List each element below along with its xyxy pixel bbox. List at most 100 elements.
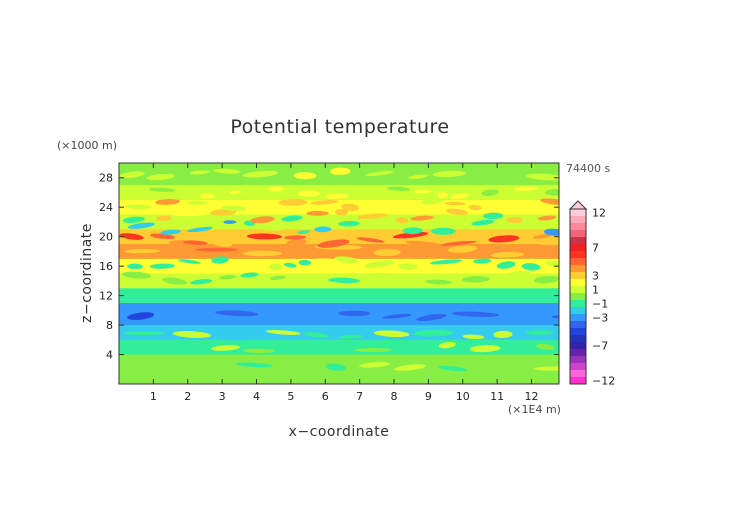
anomaly-103: [162, 277, 187, 285]
anomaly-166: [213, 168, 241, 174]
anomaly-165: [189, 170, 210, 175]
anomaly-44: [306, 210, 329, 216]
anomaly-167: [242, 170, 279, 178]
anomaly-126: [551, 315, 559, 319]
anomaly-169: [329, 167, 351, 175]
anomaly-88: [211, 256, 229, 264]
colorbar-label-−1: −1: [592, 298, 608, 311]
anomaly-74: [268, 186, 285, 192]
anomaly-3: [242, 250, 283, 257]
anomaly-29: [297, 230, 310, 235]
x-tick-label-4: 4: [253, 390, 260, 403]
x-axis: 1 2 3 4 5 6 7 8 9 10 11 12: [150, 163, 539, 403]
anomaly-150: [509, 346, 530, 354]
anomaly-67: [540, 198, 559, 205]
colorbar-swatch-6: [570, 251, 586, 259]
colorbar-label-−7: −7: [592, 340, 608, 353]
anomaly-91: [283, 262, 297, 268]
anomaly-161: [475, 360, 520, 370]
anomaly-78: [386, 186, 411, 191]
band-5: [119, 288, 559, 303]
band-8: [119, 244, 559, 259]
colorbar-swatch-3: [570, 272, 586, 280]
anomaly-98: [473, 258, 492, 264]
colorbar-swatch--12: [570, 377, 586, 385]
y-tick-label-20: 20: [99, 231, 113, 244]
colorbar-swatch-2: [570, 279, 586, 287]
anomaly-124: [451, 311, 500, 317]
temperature-anomalies: [119, 167, 559, 373]
anomaly-130: [265, 330, 301, 335]
anomaly-22: [532, 234, 552, 239]
anomaly-152: [119, 362, 151, 369]
anomaly-13: [182, 240, 208, 245]
anomaly-38: [122, 216, 145, 223]
anomaly-66: [496, 205, 525, 211]
anomaly-42: [250, 216, 275, 224]
anomaly-131: [303, 332, 329, 338]
anomaly-81: [449, 193, 469, 200]
y-axis-label: z−coordinate: [79, 223, 95, 323]
anomaly-148: [438, 341, 456, 349]
anomaly-132: [338, 334, 364, 339]
colorbar-swatch--1: [570, 300, 586, 308]
anomaly-25: [186, 226, 213, 233]
anomaly-112: [425, 279, 453, 285]
anomaly-113: [461, 276, 490, 283]
anomaly-10: [536, 240, 559, 246]
anomaly-17: [317, 239, 350, 248]
anomaly-28: [261, 224, 291, 231]
anomaly-107: [269, 275, 286, 280]
anomaly-75: [298, 190, 320, 197]
anomaly-142: [210, 345, 241, 351]
anomaly-100: [521, 263, 541, 271]
anomaly-122: [382, 313, 412, 319]
anomaly-6: [373, 248, 401, 257]
anomaly-121: [338, 310, 371, 317]
anomaly-57: [253, 204, 267, 210]
x-tick-label-7: 7: [356, 390, 363, 403]
anomaly-21: [488, 235, 520, 243]
anomaly-40: [173, 212, 206, 217]
colorbar-label-12: 12: [592, 207, 606, 220]
anomaly-61: [369, 205, 391, 211]
anomaly-106: [240, 272, 259, 278]
anomaly-84: [545, 188, 559, 196]
band-10: [119, 214, 559, 230]
anomaly-53: [125, 204, 152, 210]
anomaly-2: [195, 247, 239, 252]
anomaly-133: [373, 330, 410, 337]
anomaly-135: [462, 334, 485, 340]
colorbar-swatch-5: [570, 258, 586, 266]
colorbar-swatch-7: [570, 244, 586, 252]
anomaly-82: [481, 189, 499, 197]
x-tick-label-2: 2: [184, 390, 191, 403]
anomaly-95: [364, 260, 395, 268]
y-axis: 4 8 12 16 20 24 28: [99, 172, 559, 362]
anomaly-85: [127, 263, 144, 270]
anomaly-56: [221, 205, 247, 211]
anomaly-18: [356, 237, 385, 243]
anomaly-12: [150, 233, 175, 240]
anomaly-154: [212, 362, 234, 370]
anomaly-147: [403, 344, 425, 351]
anomaly-50: [482, 212, 504, 220]
anomaly-159: [394, 364, 426, 371]
anomaly-134: [413, 329, 454, 337]
x-tick-label-8: 8: [391, 390, 398, 403]
anomaly-23: [127, 222, 155, 229]
colorbar-label-1: 1: [592, 284, 599, 297]
x-tick-label-1: 1: [150, 390, 157, 403]
anomaly-120: [313, 312, 333, 319]
y-tick-label-4: 4: [106, 349, 113, 362]
anomaly-92: [298, 259, 312, 266]
anomaly-94: [334, 256, 359, 264]
colorbar-frame: [569, 208, 587, 385]
colorbar-swatch-10: [570, 223, 586, 231]
anomaly-163: [119, 171, 145, 179]
chart-title: Potential temperature: [230, 116, 449, 138]
anomaly-139: [128, 346, 144, 354]
anomaly-164: [146, 173, 175, 181]
y-tick-label-24: 24: [99, 201, 113, 214]
